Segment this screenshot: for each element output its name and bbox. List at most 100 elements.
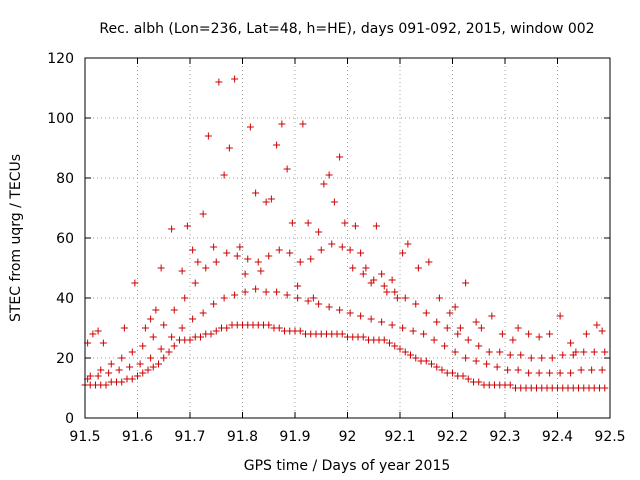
y-tick-label: 20 <box>56 351 74 367</box>
data-point <box>399 324 407 332</box>
data-point <box>438 366 446 374</box>
data-point <box>102 381 110 389</box>
axis-ticks <box>84 57 611 419</box>
data-point <box>194 258 202 266</box>
y-tick-label: 100 <box>47 111 74 127</box>
data-point <box>220 294 228 302</box>
data-point <box>428 360 435 368</box>
data-point <box>567 339 575 347</box>
data-point <box>275 246 283 254</box>
data-point <box>199 210 207 218</box>
data-point <box>393 294 401 302</box>
data-point <box>383 288 391 296</box>
x-tick-label: 91.8 <box>227 429 258 445</box>
data-point <box>304 297 312 305</box>
data-point <box>380 336 388 344</box>
data-point <box>409 327 417 335</box>
y-tick-label: 0 <box>65 411 74 427</box>
data-point <box>307 255 315 263</box>
data-point <box>582 330 590 338</box>
data-point <box>212 327 220 335</box>
data-point <box>273 288 281 296</box>
data-point <box>128 375 136 383</box>
data-point <box>590 348 598 356</box>
data-point <box>506 381 514 389</box>
data-point <box>168 225 176 233</box>
data-point <box>388 321 396 329</box>
data-point <box>378 318 386 326</box>
data-point <box>567 369 575 377</box>
data-point <box>139 369 147 377</box>
data-point <box>380 282 388 290</box>
data-point <box>407 351 414 359</box>
data-point <box>86 372 94 380</box>
data-point <box>278 120 286 128</box>
data-point <box>462 279 470 287</box>
data-point <box>451 303 459 311</box>
data-point <box>391 288 399 296</box>
x-tick-label: 91.5 <box>69 429 100 445</box>
data-point <box>601 348 609 356</box>
data-point <box>357 312 365 320</box>
data-point <box>391 342 399 350</box>
data-point <box>378 270 386 278</box>
data-point <box>191 279 199 287</box>
data-point <box>149 333 157 341</box>
data-point <box>225 144 233 152</box>
data-point <box>304 219 312 227</box>
y-tick-label: 120 <box>47 51 74 67</box>
data-point <box>425 258 433 266</box>
data-point <box>514 366 522 374</box>
data-point <box>464 336 472 344</box>
data-point <box>210 243 218 251</box>
data-point <box>231 75 239 83</box>
data-point <box>252 285 260 293</box>
data-point <box>588 366 596 374</box>
data-point <box>220 171 228 179</box>
data-point <box>168 333 176 341</box>
data-point <box>388 276 396 284</box>
data-point <box>315 228 323 236</box>
data-point <box>107 360 115 368</box>
data-point <box>105 369 113 377</box>
data-point <box>509 336 517 344</box>
data-point <box>556 369 564 377</box>
data-point <box>160 321 168 329</box>
x-tick-label: 92.1 <box>384 429 415 445</box>
data-point <box>362 264 370 272</box>
data-point <box>472 318 480 326</box>
data-point <box>535 333 543 341</box>
data-point <box>283 165 291 173</box>
x-tick-label: 91.9 <box>279 429 310 445</box>
data-point <box>244 255 252 263</box>
data-point <box>372 222 380 230</box>
data-point <box>449 369 456 377</box>
data-point <box>223 249 231 257</box>
data-point <box>546 330 554 338</box>
data-point <box>346 309 354 317</box>
data-point <box>131 279 139 287</box>
data-point <box>178 324 186 332</box>
data-point <box>498 330 506 338</box>
data-point <box>136 360 144 368</box>
data-point <box>535 369 543 377</box>
data-point <box>336 153 344 161</box>
data-point <box>580 348 588 356</box>
data-point <box>485 348 493 356</box>
x-tick-label: 92.4 <box>542 429 573 445</box>
data-point <box>147 354 155 362</box>
data-point <box>330 198 338 206</box>
data-point <box>157 345 165 353</box>
data-point <box>475 378 483 386</box>
data-point <box>462 354 470 362</box>
data-point <box>115 366 123 374</box>
data-point <box>120 324 128 332</box>
data-point <box>233 252 241 260</box>
data-point <box>359 333 367 341</box>
data-point <box>325 171 333 179</box>
data-point <box>454 330 462 338</box>
data-point <box>128 348 136 356</box>
x-tick-label: 92.5 <box>594 429 625 445</box>
y-tick-labels: 0 20 40 60 80 100 120 <box>47 51 74 427</box>
